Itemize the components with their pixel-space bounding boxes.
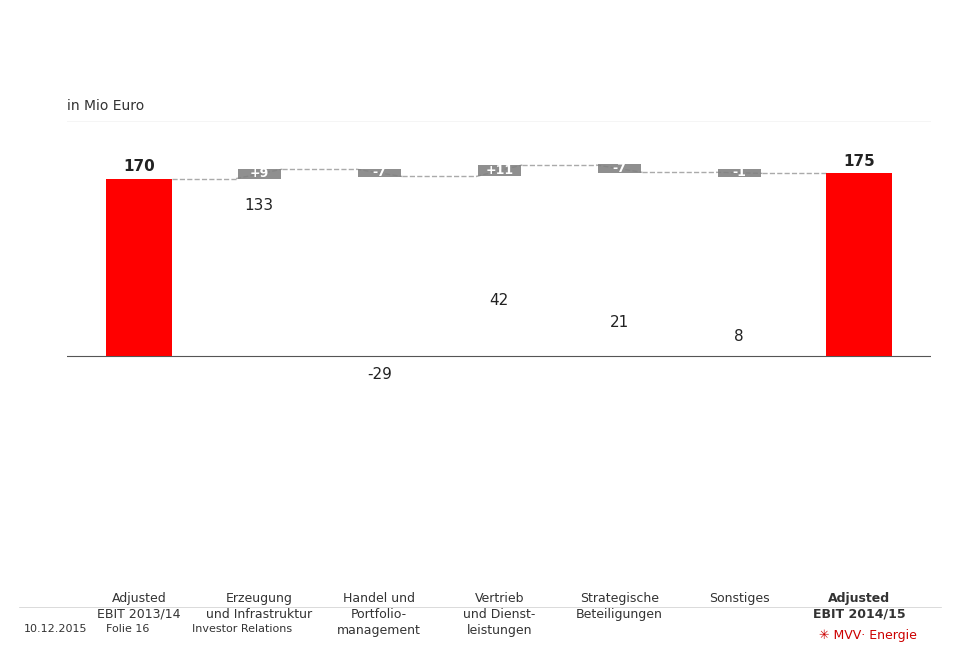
Bar xyxy=(827,173,892,356)
Bar xyxy=(598,164,640,173)
Text: 10.12.2015: 10.12.2015 xyxy=(24,624,87,634)
Bar xyxy=(358,169,400,177)
Text: Adjusted EBIT-Entwicklung im Geschäftsjahr 2014/15: Adjusted EBIT-Entwicklung im Geschäftsja… xyxy=(21,23,889,50)
Text: 42: 42 xyxy=(490,293,509,308)
Bar xyxy=(107,179,172,356)
Text: -7: -7 xyxy=(372,166,386,179)
Text: 133: 133 xyxy=(245,198,274,213)
Text: Investor Relations: Investor Relations xyxy=(192,624,292,634)
Text: -1: -1 xyxy=(732,166,746,179)
Text: -29: -29 xyxy=(367,367,392,383)
Text: in Mio Euro: in Mio Euro xyxy=(67,99,144,113)
Bar xyxy=(478,165,520,177)
Bar xyxy=(238,169,280,179)
Text: 21: 21 xyxy=(610,315,629,330)
Text: -7: -7 xyxy=(612,162,626,175)
Text: ✳ MVV· Energie: ✳ MVV· Energie xyxy=(819,629,917,641)
Text: 8: 8 xyxy=(734,329,744,344)
Text: +11: +11 xyxy=(485,164,514,177)
Text: 175: 175 xyxy=(843,154,876,169)
Bar xyxy=(718,169,760,177)
Text: 170: 170 xyxy=(123,160,156,174)
Text: +9: +9 xyxy=(250,167,269,180)
Text: Folie 16: Folie 16 xyxy=(106,624,149,634)
